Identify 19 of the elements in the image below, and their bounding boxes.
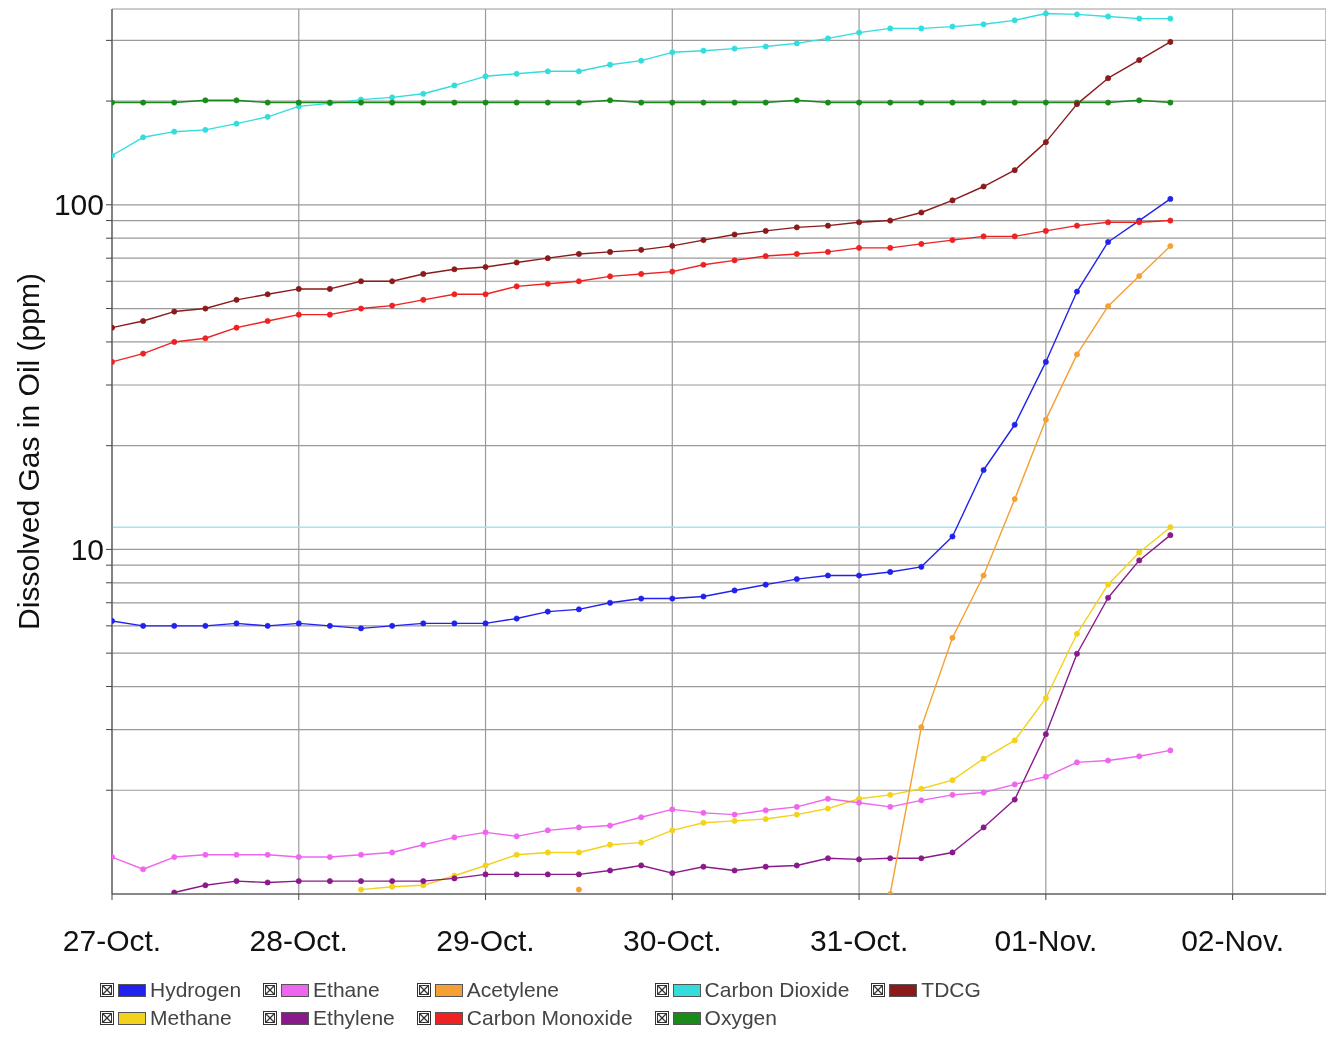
x-tick-label: 02-Nov. [1181, 924, 1285, 958]
legend-label: Acetylene [466, 978, 560, 1002]
x-tick-label: 30-Oct. [623, 924, 722, 958]
legend-label: Carbon Monoxide [466, 1006, 633, 1030]
x-tick-label: 01-Nov. [994, 924, 1098, 958]
x-tick-label: 31-Oct. [809, 924, 909, 958]
y-tick-label: 10 [70, 533, 104, 567]
legend-label: Oxygen [704, 1006, 777, 1030]
legend-label: TDCG [921, 978, 981, 1002]
legend-label: Carbon Dioxide [704, 978, 850, 1002]
legend-label: Hydrogen [150, 978, 242, 1002]
x-tick-label: 29-Oct. [436, 924, 535, 958]
legend-label: Ethylene [313, 1006, 395, 1030]
y-axis-title: Dissolved Gas in Oil (ppm) [11, 273, 45, 630]
x-tick-label: 27-Oct. [62, 924, 162, 958]
legend-label: Ethane [313, 978, 380, 1002]
x-tick-label: 28-Oct. [249, 924, 348, 958]
legend-label: Methane [150, 1006, 232, 1030]
y-tick-label: 100 [53, 188, 104, 222]
